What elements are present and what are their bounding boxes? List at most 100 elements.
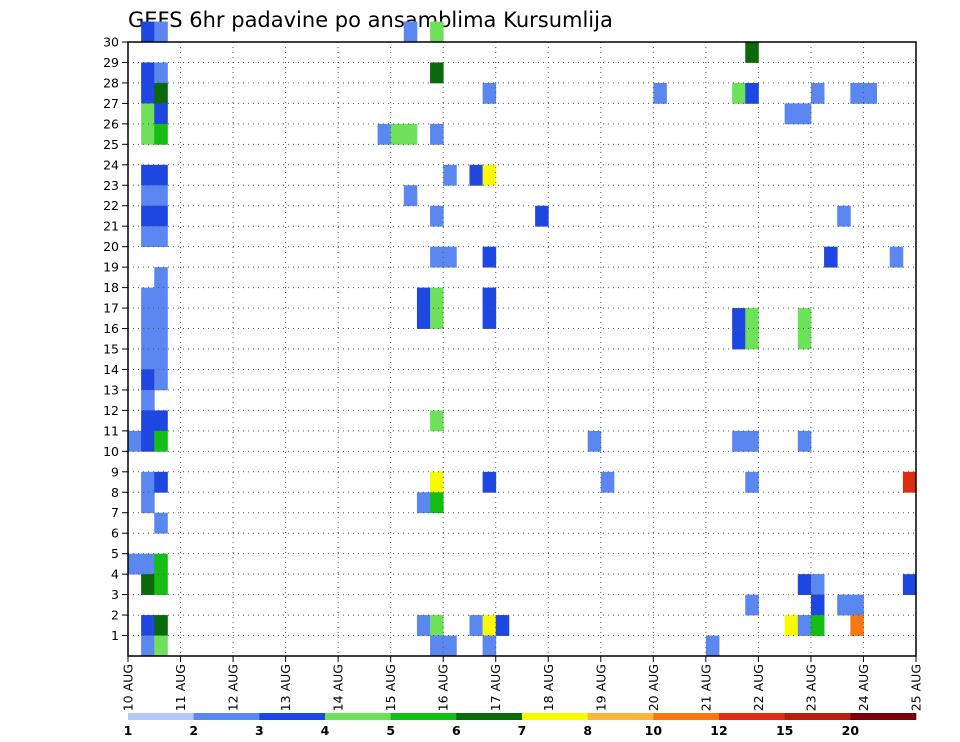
heatmap-cell <box>810 574 825 595</box>
y-tick-label: 27 <box>103 96 119 111</box>
heatmap-cell <box>154 62 168 84</box>
y-tick-label: 28 <box>103 75 119 90</box>
x-tick-label: 21 AUG <box>698 664 713 711</box>
colorbar-label: 2 <box>189 723 198 738</box>
x-tick-label: 18 AUG <box>541 664 556 711</box>
heatmap-cell <box>154 123 168 145</box>
heatmap-cell <box>430 205 444 227</box>
y-tick-label: 18 <box>103 280 119 295</box>
heatmap-cell <box>390 123 405 145</box>
heatmap-cell <box>902 574 917 595</box>
x-tick-label: 15 AUG <box>383 664 398 711</box>
heatmap-cell <box>141 349 155 370</box>
colorbar-swatch <box>128 713 194 720</box>
heatmap-cell <box>141 82 155 104</box>
heatmap-cell <box>469 164 483 186</box>
y-tick-label: 13 <box>103 382 119 397</box>
heatmap-cell <box>797 430 812 452</box>
y-tick-label: 15 <box>103 342 119 357</box>
heatmap-cell <box>797 103 812 125</box>
heatmap-cell <box>837 205 851 227</box>
heatmap-cell <box>430 308 444 329</box>
heatmap-cell <box>154 328 168 350</box>
y-tick-label: 7 <box>111 505 119 520</box>
heatmap-cell <box>430 635 444 657</box>
heatmap-cell <box>141 492 155 514</box>
x-tick-label: 19 AUG <box>593 664 608 711</box>
heatmap-cell <box>732 430 746 452</box>
heatmap-cell <box>403 21 418 43</box>
heatmap-cell <box>154 512 168 534</box>
heatmap-cell <box>745 430 759 452</box>
heatmap-cell <box>403 185 418 207</box>
heatmap-cell <box>141 389 155 411</box>
heatmap-cell <box>443 246 457 268</box>
colorbar-label: 12 <box>710 723 727 738</box>
colorbar-label: 10 <box>645 723 663 738</box>
heatmap-cell <box>141 635 155 657</box>
y-tick-label: 26 <box>103 116 119 131</box>
y-tick-label: 17 <box>103 301 119 316</box>
heatmap-cell <box>154 308 168 329</box>
heatmap-cell <box>154 369 168 391</box>
y-tick-label: 29 <box>103 55 119 70</box>
heatmap-cell <box>141 164 155 186</box>
heatmap-cell <box>141 226 155 248</box>
heatmap-cell <box>141 574 155 595</box>
heatmap-cell <box>837 594 851 616</box>
y-tick-label: 4 <box>111 567 119 582</box>
heatmap-cell <box>797 328 812 350</box>
heatmap-cell <box>482 246 497 268</box>
y-axis: 1234567891011121314151617181920212223242… <box>103 35 128 643</box>
heatmap-cell <box>154 226 168 248</box>
heatmap-cell <box>902 471 917 493</box>
heatmap-cell <box>154 205 168 227</box>
heatmap-cell <box>430 21 444 43</box>
chart-title: GEFS 6hr padavine po ansamblima Kursumli… <box>128 8 613 32</box>
heatmap-cell <box>430 123 444 145</box>
heatmap-cell <box>154 103 168 125</box>
heatmap-cell <box>850 82 864 104</box>
heatmap-cell <box>154 553 168 575</box>
heatmap-cell <box>416 615 431 636</box>
heatmap-cell <box>495 615 510 636</box>
heatmap-cell <box>810 82 825 104</box>
y-tick-label: 3 <box>111 587 119 602</box>
x-tick-label: 17 AUG <box>488 664 503 711</box>
colorbar-swatch <box>259 713 326 720</box>
heatmap-cell <box>850 594 864 616</box>
heatmap-cell <box>416 308 431 329</box>
heatmap-cell <box>600 471 615 493</box>
x-tick-label: 14 AUG <box>331 664 346 711</box>
heatmap-cell <box>443 635 457 657</box>
heatmap-cell <box>482 615 497 636</box>
colorbar-swatch <box>325 713 391 720</box>
heatmap-cell <box>482 164 497 186</box>
y-tick-label: 16 <box>103 321 119 336</box>
y-tick-label: 21 <box>103 219 119 234</box>
colorbar: 1 2 3 4 5 6 7 8 10 12 15 20 <box>124 713 917 738</box>
heatmap-cell <box>745 82 759 104</box>
heatmap-cell <box>154 82 168 104</box>
colorbar-label: 4 <box>321 723 330 738</box>
y-tick-label: 12 <box>103 403 119 418</box>
x-axis: 10 AUG 11 AUG 12 AUG 13 AUG 14 AUG 15 AUG 16 A… <box>121 656 924 711</box>
heatmap-cell <box>797 615 812 636</box>
colorbar-swatch <box>587 713 654 720</box>
heatmap-cell <box>443 164 457 186</box>
y-tick-label: 23 <box>103 178 119 193</box>
y-tick-label: 8 <box>111 485 119 500</box>
x-tick-label: 23 AUG <box>803 664 818 711</box>
heatmap-cell <box>745 308 759 329</box>
heatmap-cell <box>705 635 720 657</box>
heatmap-cell <box>154 615 168 636</box>
heatmap-cell <box>154 21 168 43</box>
y-tick-label: 10 <box>103 444 119 459</box>
y-tick-label: 9 <box>111 464 119 479</box>
colorbar-swatch <box>653 713 720 720</box>
heatmap-cell <box>154 164 168 186</box>
heatmap-cell <box>850 615 864 636</box>
heatmap-cell <box>732 82 746 104</box>
heatmap-cell <box>784 615 799 636</box>
